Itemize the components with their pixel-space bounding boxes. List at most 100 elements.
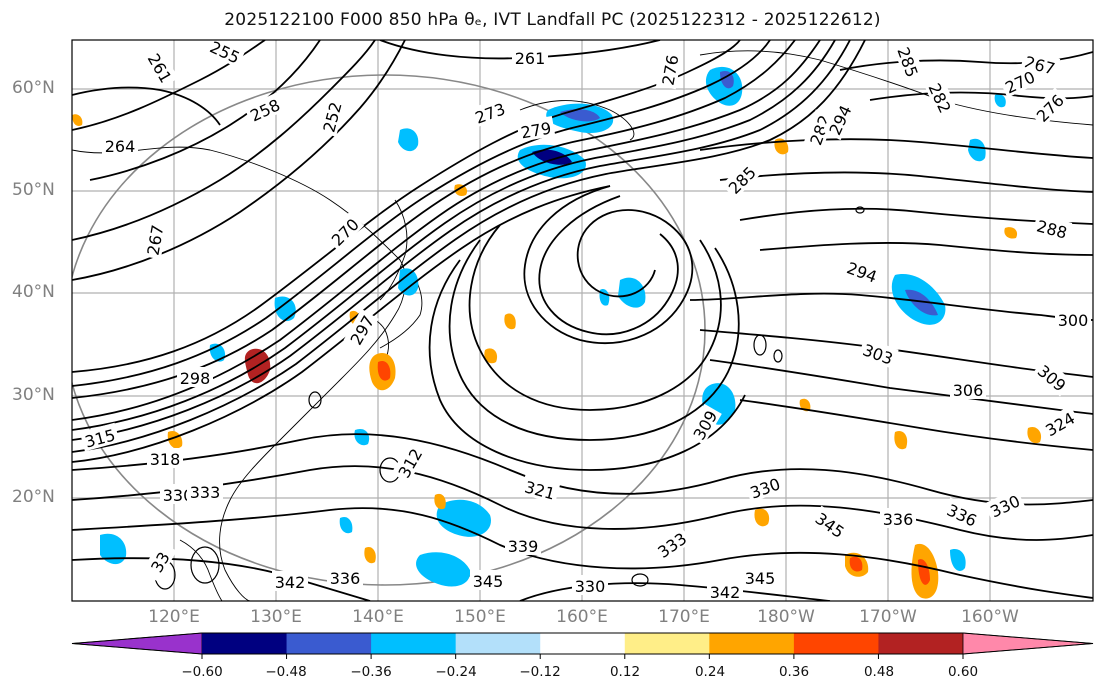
colorbar-tick: 0.12 [609,664,641,680]
contour-label-bg [272,571,308,591]
contour-label-bg [742,567,778,587]
contour-label-bg [177,367,213,387]
contour-label: 306 [953,381,984,400]
contour-label-bg [505,535,541,555]
colorbar-segment [286,633,372,654]
lon-label-170w: 170°W [859,607,917,627]
contour-label: 339 [508,537,539,556]
contour-label: 342 [710,583,741,602]
lon-label-160e: 160°E [556,607,608,627]
contour-label: 298 [180,369,211,388]
colorbar-segment [540,633,626,654]
contour-label: 336 [883,510,914,529]
map-frame [71,39,1094,602]
contour-label-bg [324,211,365,252]
contour-label-bg [941,497,983,531]
map-title: 2025122100 F000 850 hPa θₑ, IVT Landfall… [224,10,881,30]
contour-label-bg [512,47,548,67]
contour-label: 336 [330,569,361,588]
contour-label: 330 [575,577,606,596]
contour-label-bg [469,96,510,128]
contour-label: 264 [105,137,136,156]
colorbar-extend-high [962,632,1094,655]
colorbar-tick: −0.24 [435,664,477,680]
contour-label: 330 [163,486,194,505]
colorbar-segment [878,633,964,654]
contour-label-bg [744,471,785,503]
contour-label-bg [656,50,682,90]
contour-label: 333 [190,483,221,502]
colorbar-segment [793,633,879,654]
theta-e-contours [72,40,1093,601]
contour-label-bg [1032,358,1073,397]
contour-label-bg [572,575,608,595]
contour-label-bg [1055,309,1091,329]
contour-label-bg [204,40,246,68]
lon-label-170e: 170°E [658,607,710,627]
colorbar-segment [371,633,457,654]
lon-label-150e: 150°E [454,607,506,627]
colorbar-tick: 0.60 [947,664,979,680]
contour-label-bg [79,422,120,452]
contour-label-bg [999,64,1041,98]
contour-label-bg [1032,213,1073,243]
shaded-regions [72,66,1042,599]
colorbar-tick: −0.60 [181,664,223,680]
colorbar-segment [202,633,288,654]
colorbar [71,632,1094,659]
contour-label-bg [141,220,167,260]
colorbar-extend-low [71,632,203,655]
contour-label-bg [520,474,561,504]
contour-label: 300 [1058,311,1089,330]
contour-label-bg [343,308,379,351]
contour-label-bg [102,135,138,155]
contour-label-bg [924,77,958,119]
colorbar-tick: −0.12 [519,664,561,680]
contour-label-bg [1038,405,1081,441]
contour-label-bg [822,99,856,141]
contour-label-bg [721,159,762,200]
contour-label-bg [143,46,179,89]
contour-label: 342 [275,573,306,592]
contour-label-bg [316,96,346,137]
contour-label-bg [470,570,506,590]
lon-label-180w: 180°W [757,607,815,627]
contour-label-bg [707,581,743,601]
lon-label-120e: 120°E [148,607,200,627]
contour-label-bg [147,448,183,468]
lat-label-20n: 20°N [12,487,55,507]
lat-label-30n: 30°N [12,385,55,405]
lat-label-50n: 50°N [12,180,55,200]
contour-label-bg [244,92,286,126]
colorbar-segment [455,633,541,654]
contour-label-bg [950,379,986,399]
lat-label-60n: 60°N [12,78,55,98]
colorbar-segment [709,633,795,654]
contour-label: 261 [515,49,546,68]
contour-label-bg [187,481,223,501]
lon-label-160w: 160°W [961,607,1019,627]
colorbar-tick: 0.24 [694,664,726,680]
contour-label-bg [803,109,835,150]
contour-label: 318 [150,450,181,469]
lat-label-40n: 40°N [12,282,55,302]
contour-label-bg [327,567,363,587]
contour-label-bg [880,508,916,528]
contour-label-bg [842,255,883,287]
contour-label-bg [141,540,177,583]
contour-label-bg [1029,87,1070,128]
contour-label-bg [984,488,1026,522]
contour-label: 345 [745,569,776,588]
contour-label: 345 [473,572,504,591]
lon-label-140e: 140°E [352,607,404,627]
contour-label-bg [516,116,556,142]
colorbar-tick: −0.48 [265,664,307,680]
contour-label-bg [858,337,899,369]
lon-label-130e: 130°E [250,607,302,627]
contour-label-bg [686,403,722,446]
colorbar-tick: 0.36 [778,664,810,680]
colorbar-tick: −0.36 [350,664,392,680]
contour-label-bg [650,525,692,563]
